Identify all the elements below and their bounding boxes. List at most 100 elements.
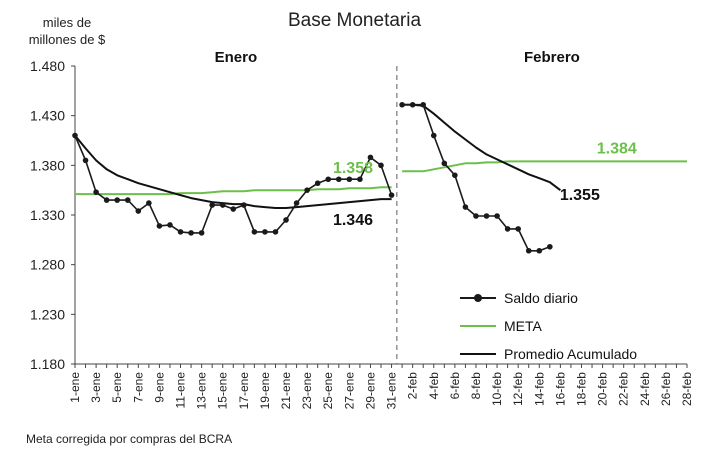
saldo-diario-point — [420, 101, 427, 108]
saldo-diario-point — [504, 226, 511, 232]
x-tick-label: 22-feb — [617, 372, 631, 406]
chart-title: Base Monetaria — [287, 10, 422, 31]
legend-label-meta: META — [504, 318, 542, 334]
y-tick-label: 1.430 — [30, 108, 65, 124]
saldo-diario-point — [114, 197, 121, 203]
x-tick-label: 13-ene — [195, 372, 209, 410]
saldo-diario-point — [494, 213, 500, 219]
x-tick-label: 6-feb — [448, 372, 462, 400]
annotation-label: 1.358 — [333, 160, 373, 177]
saldo-diario-point — [547, 243, 553, 250]
saldo-diario-point — [293, 200, 300, 206]
y-tick-label: 1.230 — [30, 306, 65, 322]
saldo-diario-point — [346, 176, 353, 183]
x-tick-label: 18-feb — [574, 372, 588, 406]
series-promedio-acumulado-line-2 — [402, 103, 562, 191]
saldo-diario-point — [219, 202, 226, 208]
saldo-diario-point — [409, 101, 416, 108]
x-tick-label: 4-feb — [427, 372, 441, 400]
legend-item-saldo: Saldo diario — [458, 284, 637, 312]
x-tick-label: 5-ene — [110, 372, 124, 403]
saldo-diario-point — [156, 223, 163, 229]
section-label-enero: Enero — [215, 49, 258, 66]
saldo-diario-point — [367, 154, 374, 161]
legend-label-saldo: Saldo diario — [504, 290, 578, 306]
y-tick-label: 1.180 — [30, 356, 65, 372]
saldo-diario-point — [82, 157, 89, 164]
saldo-diario-point — [135, 208, 142, 214]
annotation-label: 1.346 — [333, 212, 373, 229]
x-tick-label: 2-feb — [406, 372, 420, 400]
series-promedio-acumulado-line-1 — [74, 134, 392, 209]
legend-label-promedio: Promedio Acumulado — [504, 346, 638, 362]
legend-swatch-promedio — [458, 348, 498, 360]
series-meta-line-1 — [75, 186, 392, 196]
x-tick-label: 1-ene — [68, 372, 82, 403]
x-tick-label: 14-feb — [532, 372, 546, 406]
saldo-diario-point — [177, 229, 184, 235]
x-tick-label: 27-ene — [342, 372, 356, 410]
section-label-febrero: Febrero — [524, 49, 580, 66]
series-saldo-diario-line-2 — [402, 103, 551, 252]
y-tick-label: 1.380 — [30, 157, 65, 173]
saldo-diario-point — [272, 229, 279, 235]
y-axis-label: miles de millones de $ — [28, 15, 106, 47]
saldo-diario-point — [251, 229, 258, 235]
series-meta-line-2 — [402, 160, 687, 173]
y-tick-label: 1.330 — [30, 207, 65, 223]
legend-swatch-meta — [458, 320, 498, 332]
x-tick-label: 25-ene — [321, 372, 335, 410]
x-tick-label: 11-ene — [174, 372, 188, 409]
saldo-diario-point — [473, 213, 479, 219]
saldo-diario-point — [167, 222, 173, 228]
x-tick-label: 20-feb — [596, 372, 610, 406]
legend: Saldo diario META Promedio Acumulado — [458, 284, 637, 368]
saldo-diario-point — [430, 132, 437, 139]
saldo-diario-point — [462, 204, 469, 210]
x-tick-label: 15-ene — [216, 372, 230, 410]
saldo-diario-point — [378, 162, 384, 169]
saldo-diario-point — [72, 132, 78, 139]
x-tick-label: 26-feb — [659, 372, 673, 406]
legend-item-meta: META — [458, 312, 637, 340]
saldo-diario-point — [241, 202, 247, 208]
saldo-diario-point — [388, 192, 395, 198]
annotation-label: 1.355 — [560, 187, 600, 204]
x-tick-label: 12-feb — [511, 372, 525, 406]
x-tick-label: 3-ene — [89, 372, 103, 403]
y-tick-label: 1.480 — [30, 58, 65, 74]
saldo-diario-point — [146, 200, 152, 206]
x-tick-label: 29-ene — [363, 372, 377, 410]
saldo-diario-point — [124, 197, 131, 203]
saldo-diario-point — [483, 213, 490, 219]
saldo-diario-point — [283, 217, 289, 223]
saldo-diario-point — [198, 230, 205, 236]
x-tick-label: 17-ene — [237, 372, 251, 410]
x-tick-label: 19-ene — [258, 372, 272, 410]
footnote: Meta corregida por compras del BCRA — [26, 432, 233, 446]
saldo-diario-point — [525, 247, 532, 254]
saldo-diario-point — [209, 202, 215, 208]
saldo-diario-point — [452, 172, 458, 179]
saldo-diario-point — [335, 176, 342, 183]
saldo-diario-point — [357, 176, 363, 183]
x-tick-label: 28-feb — [680, 372, 694, 406]
legend-swatch-saldo — [458, 292, 498, 304]
x-tick-label: 9-ene — [152, 372, 166, 403]
saldo-diario-point — [304, 187, 310, 193]
x-tick-label: 24-feb — [638, 372, 652, 406]
x-tick-label: 21-ene — [279, 372, 293, 410]
saldo-diario-point — [262, 229, 268, 235]
x-tick-label: 31-ene — [385, 372, 399, 410]
saldo-diario-point — [325, 176, 332, 183]
saldo-diario-point — [536, 247, 543, 254]
x-tick-label: 10-feb — [490, 372, 504, 406]
saldo-diario-point — [399, 101, 405, 108]
saldo-diario-point — [441, 160, 448, 167]
y-tick-label: 1.280 — [30, 257, 65, 273]
x-tick-label: 23-ene — [300, 372, 314, 410]
legend-item-promedio: Promedio Acumulado — [458, 340, 637, 368]
saldo-diario-point — [103, 197, 110, 203]
x-tick-label: 7-ene — [131, 372, 145, 403]
saldo-diario-point — [314, 180, 321, 187]
